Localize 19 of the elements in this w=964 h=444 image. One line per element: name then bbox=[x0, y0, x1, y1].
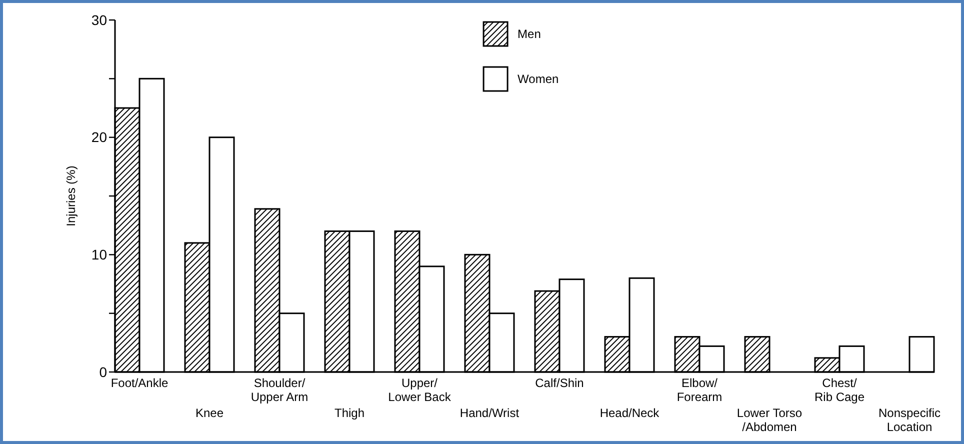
x-tick-label: Shoulder/ Upper Arm bbox=[250, 376, 308, 404]
legend-label: Men bbox=[518, 27, 541, 42]
x-tick-label: Foot/Ankle bbox=[110, 376, 168, 390]
x-tick-label: Nonspecific Location bbox=[878, 406, 941, 434]
y-tick-label: 30 bbox=[91, 12, 108, 28]
y-tick-label: 20 bbox=[91, 129, 108, 146]
y-tick-label: 0 bbox=[99, 364, 108, 380]
x-tick-label: Calf/Shin bbox=[535, 376, 584, 390]
x-tick-label: Chest/ Rib Cage bbox=[814, 376, 865, 404]
x-tick-label: Thigh bbox=[334, 406, 365, 420]
y-axis-title: Injuries (%) bbox=[64, 166, 78, 226]
y-tick-label: 10 bbox=[91, 246, 108, 263]
x-tick-label: Knee bbox=[195, 406, 224, 420]
x-tick-label: Elbow/ Forearm bbox=[676, 376, 722, 404]
x-tick-label: Lower Torso /Abdomen bbox=[736, 406, 802, 434]
x-tick-label: Upper/ Lower Back bbox=[388, 376, 452, 404]
legend-label: Women bbox=[518, 72, 559, 86]
x-tick-label: Hand/Wrist bbox=[460, 406, 520, 420]
x-tick-label: Head/Neck bbox=[600, 406, 660, 420]
